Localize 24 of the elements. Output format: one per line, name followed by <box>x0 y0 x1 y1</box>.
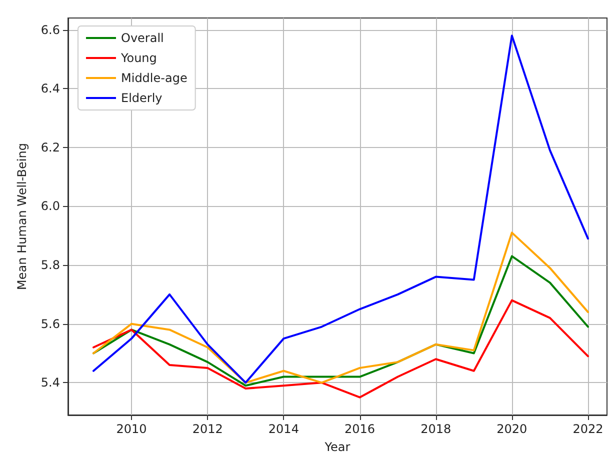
legend-label: Overall <box>121 31 164 45</box>
line-series <box>92 299 589 398</box>
y-axis-title: Mean Human Well-Being <box>15 143 29 290</box>
legend-label: Middle-age <box>121 71 188 85</box>
y-tick-label: 6.6 <box>40 22 60 37</box>
legend-label: Elderly <box>121 91 162 105</box>
line-series <box>92 255 589 387</box>
y-tick-label: 6.2 <box>40 140 60 154</box>
y-tick-label: 6.0 <box>40 199 60 214</box>
legend-label: Young <box>120 51 157 65</box>
x-tick-label: 2016 <box>344 422 376 436</box>
x-tick-label: 2020 <box>496 422 528 436</box>
y-tick-label: 5.8 <box>40 258 60 272</box>
y-tick-label: 5.4 <box>40 376 60 390</box>
x-axis-title: Year <box>324 440 350 454</box>
x-tick-label: 2018 <box>420 422 452 436</box>
y-tick-label: 6.4 <box>40 82 60 96</box>
x-tick-label: 2012 <box>192 422 223 436</box>
x-tick-label: 2022 <box>572 422 604 436</box>
x-tick-label: 2010 <box>116 422 147 436</box>
x-tick-label: 2014 <box>268 422 299 436</box>
line-series <box>92 232 589 384</box>
line-series <box>92 34 589 384</box>
y-tick-label: 5.6 <box>40 316 60 331</box>
